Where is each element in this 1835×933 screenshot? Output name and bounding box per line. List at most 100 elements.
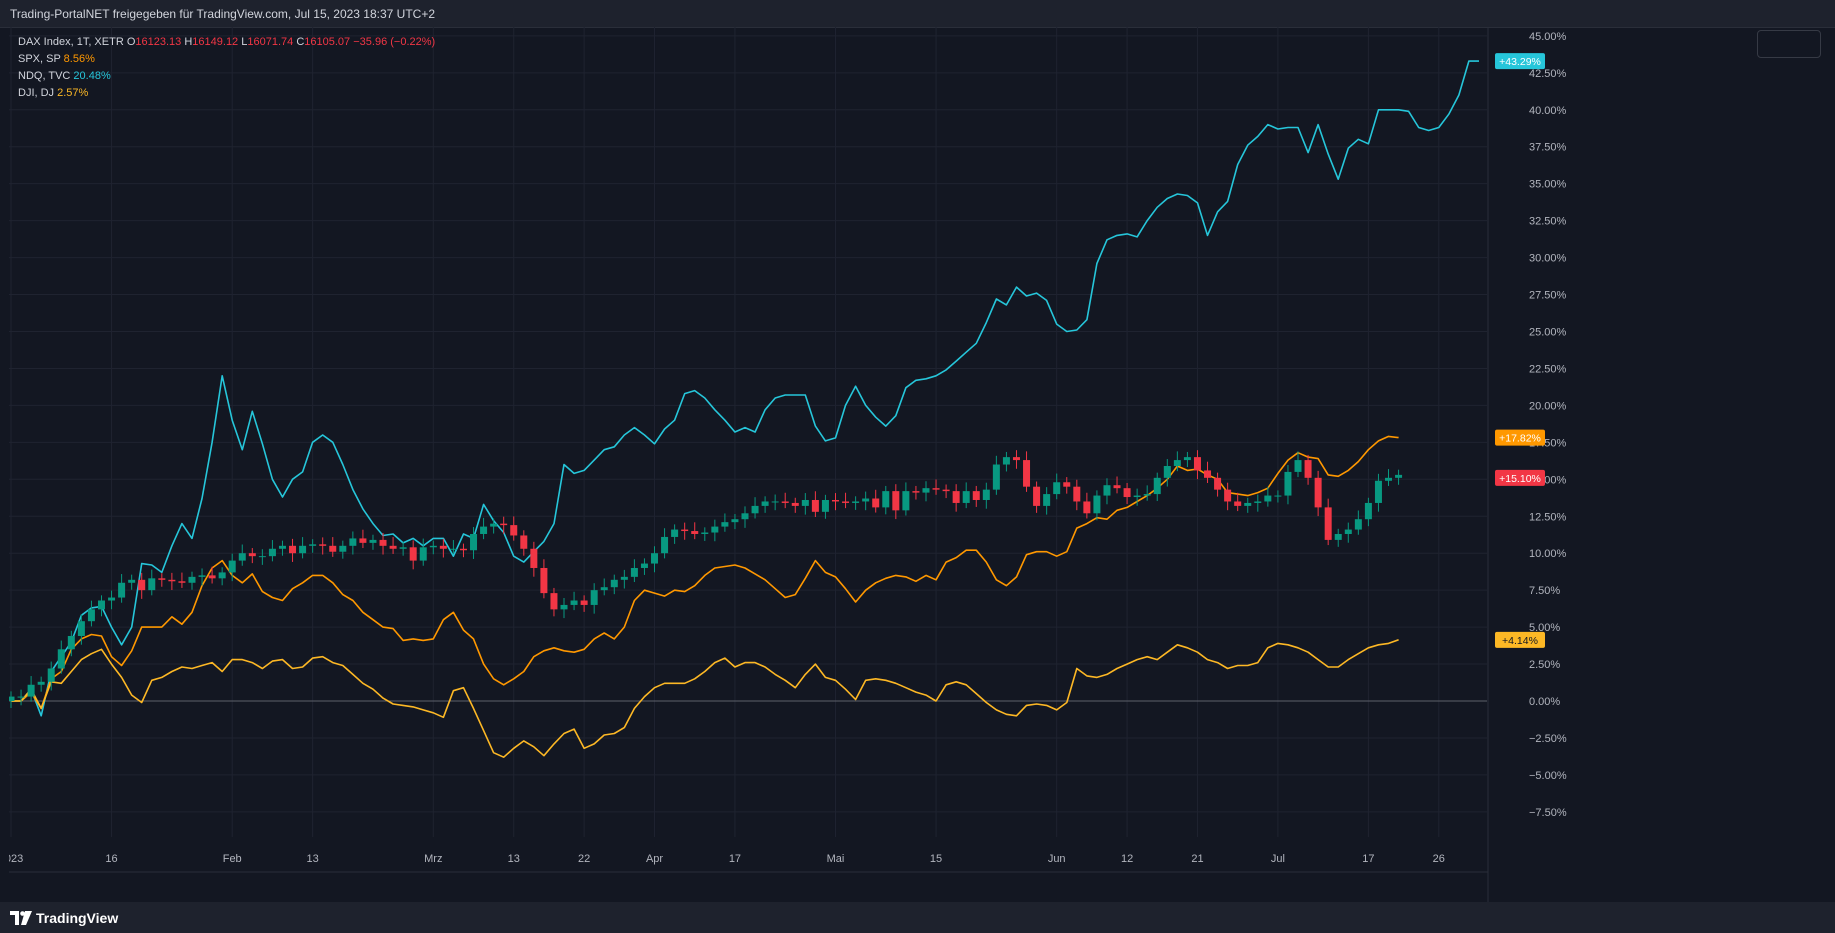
y-tick-label: 20.00%: [1529, 400, 1567, 412]
candle-body: [781, 501, 789, 503]
y-tick-label: 25.00%: [1529, 326, 1567, 338]
candle-body: [1043, 494, 1051, 506]
candle-body: [1294, 460, 1302, 472]
candle-body: [238, 553, 246, 561]
candle-body: [319, 544, 327, 546]
price-label-text: +43.29%: [1499, 56, 1541, 68]
legend-ndq-value: 20.48%: [73, 70, 111, 82]
candle-body: [610, 579, 618, 588]
candle-body: [741, 513, 749, 520]
legend-h-label: H: [184, 36, 193, 48]
x-tick-label: 21: [1191, 853, 1203, 865]
candle-body: [711, 526, 719, 533]
candle-body: [852, 501, 860, 503]
y-tick-label: 35.00%: [1529, 179, 1567, 191]
y-tick-label: 32.50%: [1529, 216, 1567, 228]
candle-body: [791, 502, 799, 506]
dax-candles: [7, 450, 1403, 708]
candle-body: [429, 545, 437, 548]
candle-body: [369, 539, 377, 543]
legend-row-spx[interactable]: SPX, SP 8.56%: [18, 51, 435, 68]
price-label-spx: +17.82%: [1495, 429, 1545, 446]
candle-body: [1314, 477, 1322, 508]
candle-body: [922, 488, 930, 493]
candle-body: [721, 522, 729, 527]
candle-body: [992, 464, 1000, 490]
candle-body: [268, 548, 276, 557]
candle-body: [640, 563, 648, 568]
candle-body: [1274, 495, 1282, 497]
candle-body: [661, 536, 669, 554]
price-label-bg: [1495, 53, 1545, 70]
y-tick-label: 45.00%: [1529, 31, 1567, 43]
candle-body: [570, 600, 578, 605]
candle-body: [349, 538, 357, 546]
candle-body: [952, 491, 960, 503]
legend-row-dax[interactable]: DAX Index, 1T, XETR O16123.13 H16149.12 …: [18, 34, 435, 51]
candle-body: [1073, 486, 1081, 502]
candle-body: [962, 491, 970, 503]
legend-ndq-symbol: NDQ, TVC: [18, 70, 71, 82]
candle-body: [1173, 460, 1181, 466]
y-tick-label: 7.50%: [1529, 585, 1560, 597]
candle-body: [278, 545, 286, 549]
legend-o-label: O: [126, 36, 136, 48]
candle-body: [811, 499, 819, 512]
candle-body: [751, 505, 759, 514]
x-tick-label: 26: [1433, 853, 1445, 865]
candle-body: [228, 560, 236, 573]
candle-body: [1053, 482, 1061, 495]
y-tick-label: −7.50%: [1529, 807, 1567, 819]
candle-body: [1153, 477, 1161, 495]
candle-body: [258, 556, 266, 558]
tradingview-brand: TradingView: [36, 910, 119, 926]
candle-body: [701, 532, 709, 534]
candle-body: [560, 604, 568, 610]
candle-body: [651, 553, 659, 564]
price-label-dji: +4.14%: [1495, 631, 1545, 648]
candle-body: [1354, 519, 1362, 530]
candle-body: [108, 597, 116, 601]
price-label-dax: +15.10%: [1495, 469, 1545, 486]
series-line-spx: [11, 435, 1399, 710]
candle-body: [1214, 477, 1222, 490]
candle-body: [932, 488, 940, 490]
x-tick-label: Mrz: [424, 853, 442, 865]
chart-svg[interactable]: 45.00% 42.50% 40.00% 37.50% 35.00% 32.50% 30.0…: [0, 27, 1835, 902]
candle-body: [17, 696, 25, 698]
candle-body: [510, 525, 518, 536]
timeframe-box[interactable]: [1757, 30, 1821, 58]
candle-body: [188, 576, 196, 583]
legend-dax-change: −35.96 (−0.22%): [353, 36, 436, 48]
candle-body: [630, 567, 638, 577]
candle-body: [1204, 470, 1212, 478]
x-tick-label: 2023: [9, 853, 23, 865]
chart-legend: DAX Index, 1T, XETR O16123.13 H16149.12 …: [18, 34, 435, 102]
price-label-text: +15.10%: [1499, 473, 1541, 485]
legend-dji-symbol: DJI, DJ: [18, 87, 55, 99]
candle-body: [309, 544, 317, 546]
legend-row-dji[interactable]: DJI, DJ 2.57%: [18, 85, 435, 102]
candle-body: [1224, 489, 1232, 502]
price-label-text: +4.14%: [1502, 635, 1538, 647]
legend-row-ndq[interactable]: NDQ, TVC 20.48%: [18, 68, 435, 85]
candle-body: [530, 548, 538, 568]
candle-body: [1033, 486, 1041, 506]
candle-body: [118, 582, 126, 598]
legend-dax-open: 16123.13: [135, 36, 182, 48]
candle-body: [329, 545, 337, 552]
x-tick-label: 16: [105, 853, 117, 865]
y-tick-label: 40.00%: [1529, 105, 1567, 117]
chart-share-title: Trading-PortalNET freigegeben für Tradin…: [10, 7, 436, 21]
candle-body: [1093, 495, 1101, 514]
legend-dax-low: 16071.74: [247, 36, 294, 48]
y-tick-label: −2.50%: [1529, 733, 1567, 745]
chart-area[interactable]: 45.00% 42.50% 40.00% 37.50% 35.00% 32.50% 30.0…: [0, 27, 1835, 902]
candle-body: [459, 548, 467, 551]
tradingview-logo[interactable]: TradingView: [10, 910, 118, 926]
price-label-text: +17.82%: [1499, 433, 1541, 445]
candle-body: [1012, 457, 1020, 461]
candle-body: [1133, 495, 1141, 498]
candle-body: [27, 684, 35, 697]
legend-spx-symbol: SPX, SP: [18, 53, 61, 65]
